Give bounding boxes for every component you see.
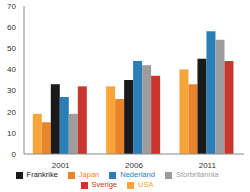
svg-text:20: 20: [8, 108, 17, 117]
svg-text:0: 0: [12, 150, 17, 159]
svg-text:2011: 2011: [199, 161, 217, 170]
html-text:Nederland: Nederland: [120, 170, 155, 179]
svg-text:2001: 2001: [52, 161, 70, 170]
svg-text:60: 60: [8, 23, 17, 32]
html-text:Storbritannia: Storbritannia: [175, 170, 219, 179]
html-text:Japan: Japan: [78, 170, 100, 179]
svg-text:40: 40: [8, 65, 17, 74]
svg-text:10: 10: [8, 129, 17, 138]
html-text:Frankrike: Frankrike: [26, 170, 58, 179]
svg-text:2006: 2006: [125, 161, 143, 170]
html-text:USA: USA: [138, 180, 154, 189]
svg-text:30: 30: [8, 86, 17, 95]
html-text:Sverige: Sverige: [91, 180, 117, 189]
svg-text:70: 70: [8, 2, 17, 11]
svg-text:50: 50: [8, 44, 17, 53]
